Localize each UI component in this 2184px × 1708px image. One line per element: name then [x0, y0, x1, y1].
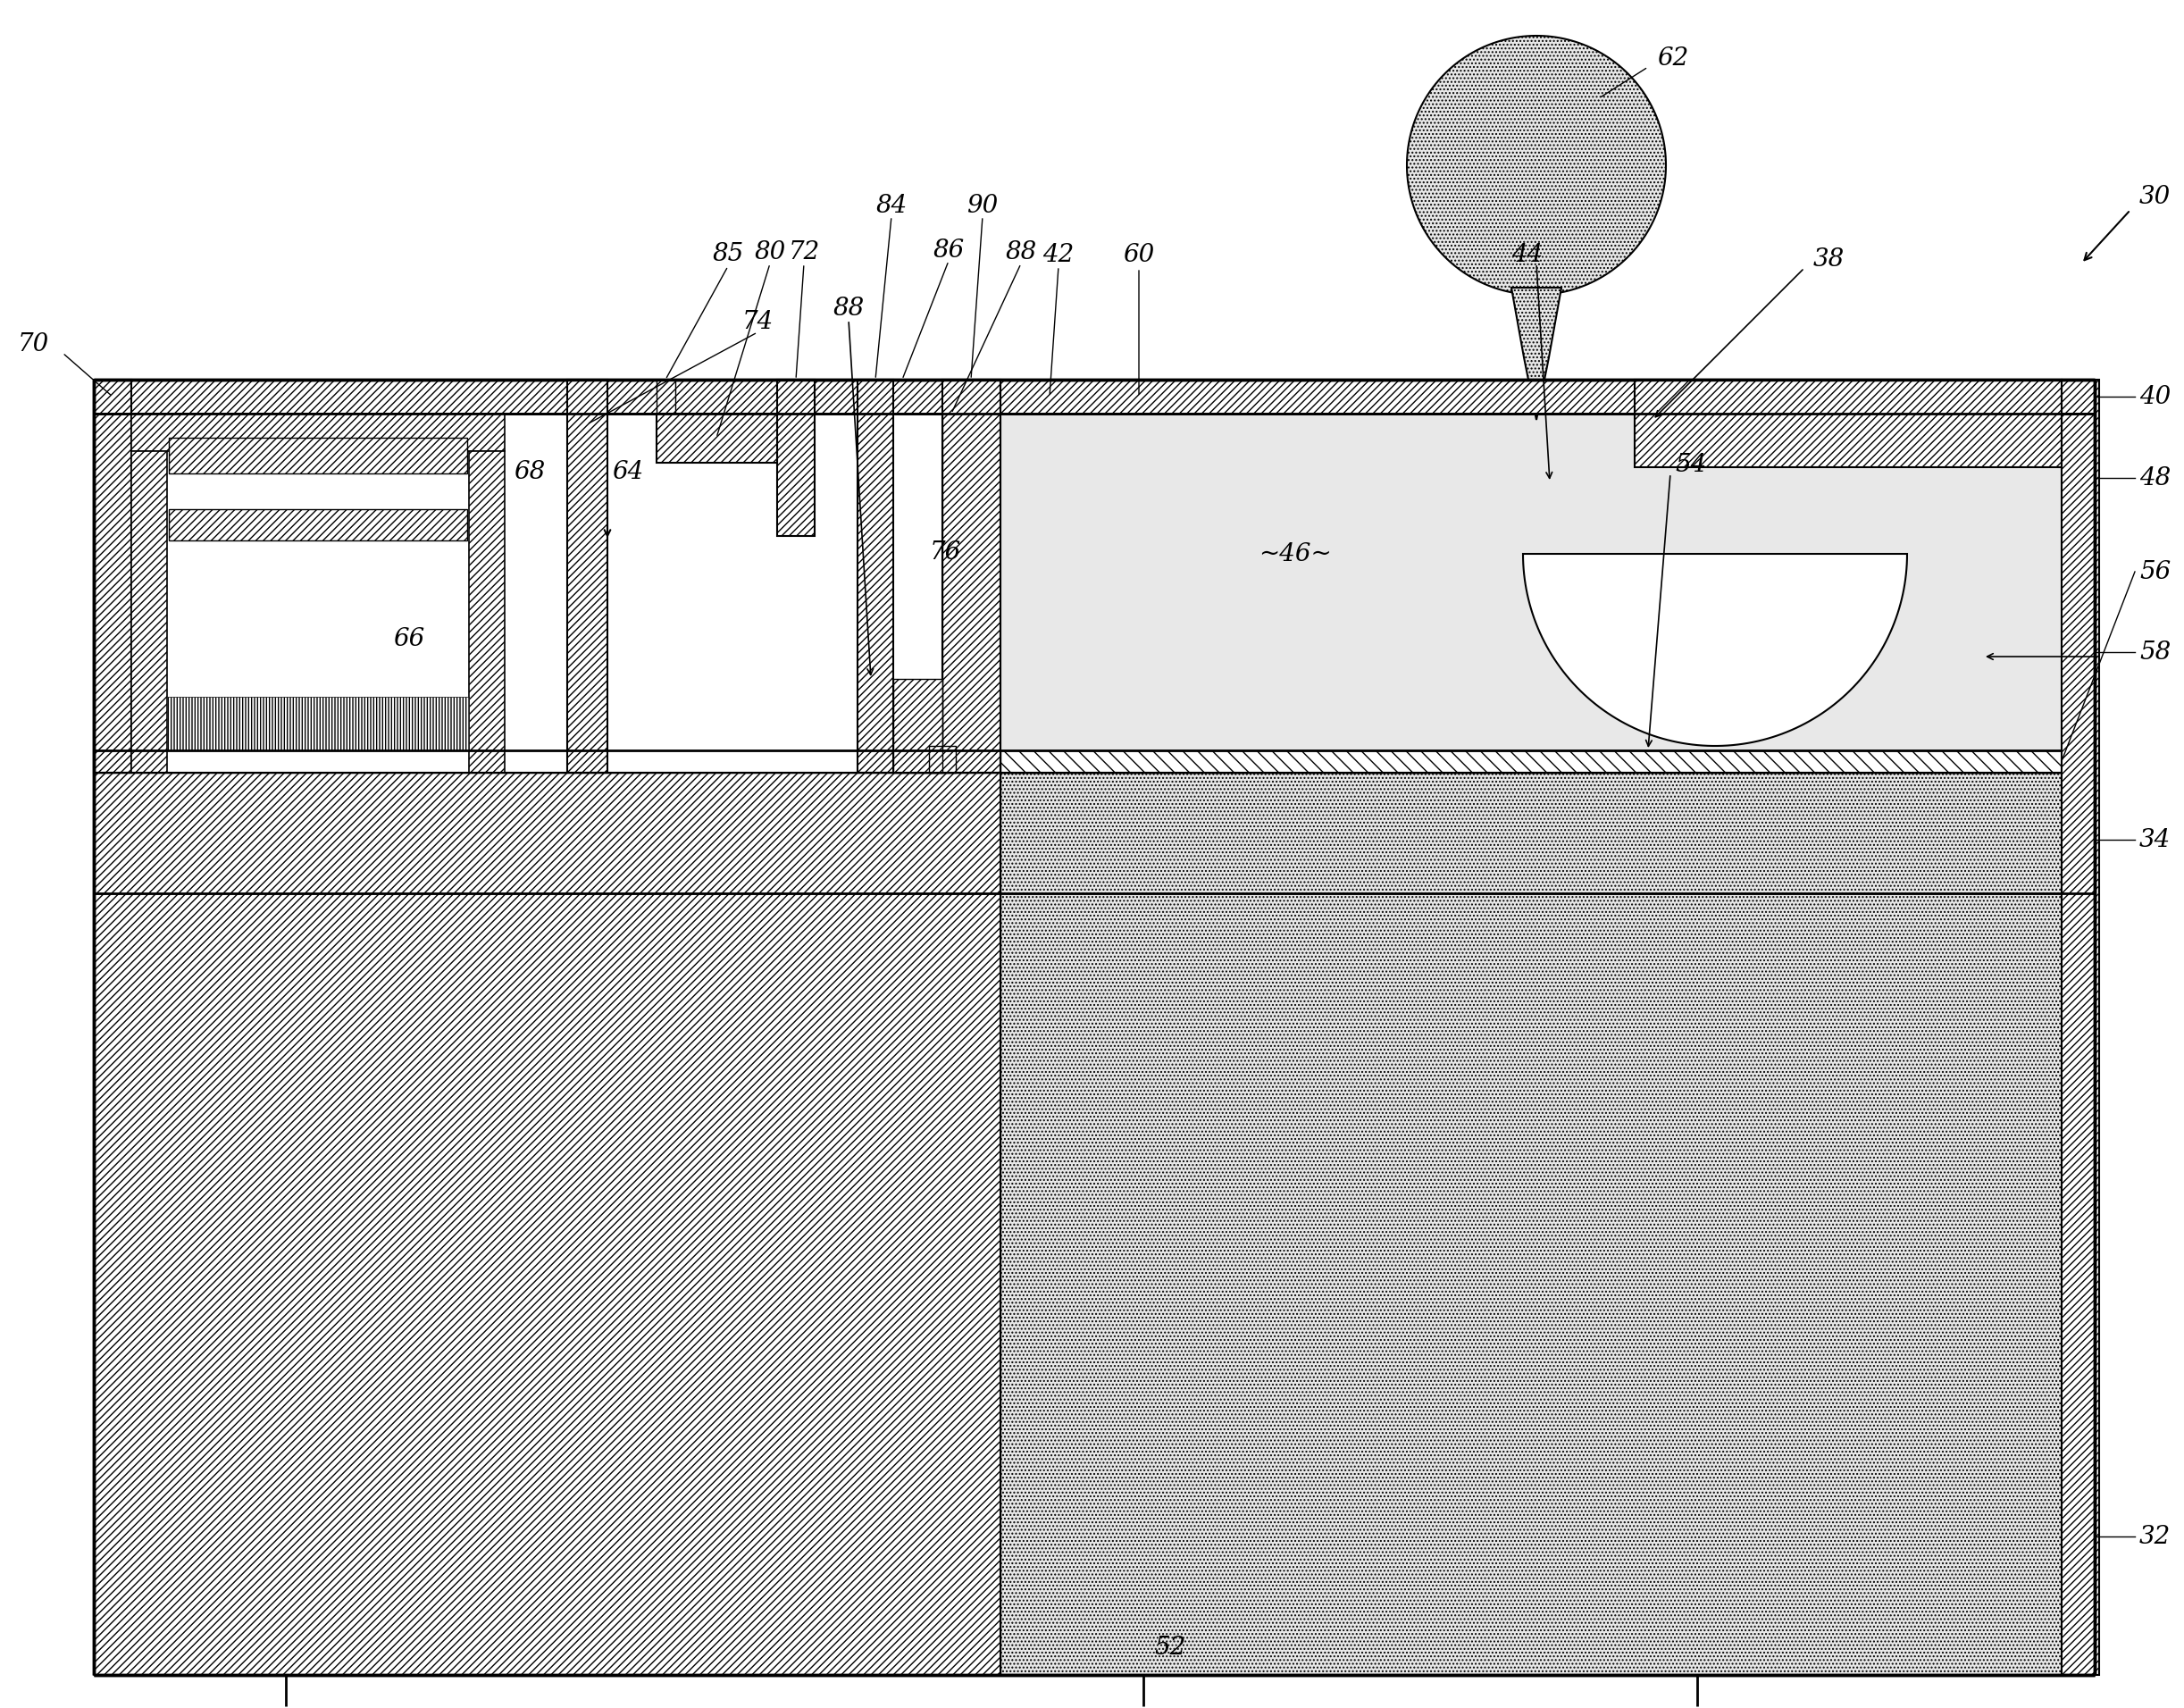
Bar — [2062, 379, 2099, 1676]
Bar — [1000, 893, 2094, 1676]
Polygon shape — [1522, 553, 1907, 746]
Bar — [94, 772, 1000, 893]
Text: 74: 74 — [743, 309, 773, 333]
Bar — [928, 746, 957, 772]
Bar — [657, 413, 778, 463]
Bar — [94, 379, 131, 772]
Text: 60: 60 — [1123, 243, 1155, 266]
Bar — [893, 678, 941, 772]
Bar — [470, 451, 505, 772]
Text: 84: 84 — [876, 193, 906, 217]
Text: 48: 48 — [2140, 466, 2171, 490]
Bar — [1000, 750, 2062, 772]
Text: 85: 85 — [712, 241, 745, 266]
Polygon shape — [1406, 36, 1666, 295]
Text: 38: 38 — [1813, 248, 1845, 272]
Text: 58: 58 — [2140, 640, 2171, 664]
Bar — [1634, 379, 2062, 468]
Bar — [168, 437, 467, 473]
Text: 62: 62 — [1658, 46, 1688, 70]
Bar — [1000, 413, 2062, 750]
Text: 54: 54 — [1675, 453, 1706, 477]
Text: 68: 68 — [513, 459, 546, 483]
Bar — [778, 379, 815, 536]
Text: 70: 70 — [17, 331, 48, 355]
Bar — [858, 379, 893, 772]
Text: 44: 44 — [1511, 243, 1544, 266]
Text: 52: 52 — [1155, 1636, 1186, 1660]
Bar — [131, 451, 166, 772]
Text: 72: 72 — [788, 239, 819, 265]
Bar — [94, 379, 2094, 413]
Polygon shape — [1511, 287, 1562, 420]
Text: 40: 40 — [2140, 384, 2171, 408]
Bar — [168, 509, 467, 540]
Text: 42: 42 — [1042, 243, 1075, 266]
Text: 34: 34 — [2140, 828, 2171, 852]
Bar — [941, 379, 1000, 772]
Bar — [607, 413, 858, 772]
Bar — [607, 413, 941, 750]
Bar — [166, 697, 470, 750]
Bar — [893, 413, 941, 772]
Text: 86: 86 — [933, 237, 965, 263]
Bar — [607, 750, 941, 772]
Text: 66: 66 — [393, 627, 424, 651]
Bar — [94, 893, 1000, 1676]
Bar — [568, 379, 607, 772]
Text: 56: 56 — [2140, 560, 2171, 584]
Text: 90: 90 — [968, 193, 998, 217]
Text: 30: 30 — [2140, 184, 2171, 208]
Text: ~46~: ~46~ — [1258, 541, 1332, 565]
Text: 80: 80 — [753, 239, 786, 265]
Text: 64: 64 — [612, 459, 644, 483]
Bar — [657, 379, 675, 413]
Text: 88: 88 — [1005, 239, 1037, 265]
Bar — [1000, 772, 2094, 893]
Bar — [131, 413, 505, 451]
Bar — [166, 451, 470, 772]
Text: 76: 76 — [930, 540, 961, 564]
Text: 88: 88 — [832, 295, 865, 321]
Text: 32: 32 — [2140, 1525, 2171, 1549]
